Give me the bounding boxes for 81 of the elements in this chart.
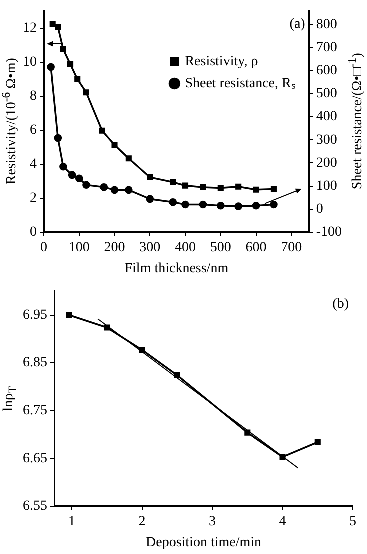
y-tick-label: 12: [23, 21, 37, 36]
point: [82, 181, 90, 190]
x-tick-label: 500: [210, 240, 232, 256]
point: [218, 185, 224, 192]
x-tick-label: 5: [350, 514, 356, 530]
point: [100, 184, 108, 192]
x-tick-label: 300: [140, 240, 161, 256]
x-tick-label: 100: [68, 240, 90, 256]
point: [169, 198, 178, 206]
x-tick-label: 4: [279, 514, 286, 530]
y2-tick-label: 400: [316, 110, 338, 125]
point: [55, 24, 62, 30]
y2-tick-label: 800: [316, 17, 338, 32]
point: [199, 200, 208, 209]
point: [60, 46, 66, 52]
x-tick-label: 2: [138, 514, 146, 530]
y-tick-label: 4: [30, 157, 37, 172]
y-tick-label: 6.65: [23, 451, 48, 466]
point: [99, 128, 106, 134]
x-tick-label: 700: [281, 240, 302, 256]
point: [280, 454, 286, 460]
point: [110, 186, 119, 194]
point: [47, 63, 55, 72]
point: [139, 347, 146, 354]
point: [236, 184, 242, 190]
x-tick-label: 200: [104, 240, 126, 256]
y2-tick-label: 500: [316, 86, 338, 102]
point: [314, 439, 321, 446]
point: [252, 202, 260, 210]
point: [146, 195, 154, 204]
point: [60, 162, 68, 171]
y-tick-label: 6.55: [23, 499, 48, 514]
y2-tick-label: 100: [316, 178, 338, 194]
point: [216, 202, 225, 210]
point: [174, 372, 180, 379]
y-tick-label: 6.85: [23, 356, 48, 371]
y2-tick-label: 0: [316, 202, 324, 218]
point: [234, 202, 242, 210]
x-tick-label: 1: [68, 514, 76, 530]
y-tick-label: 2: [30, 191, 37, 206]
annotation: (b): [332, 297, 350, 312]
point: [83, 90, 90, 96]
x-axis-title: Film thickness/nm: [124, 261, 229, 276]
y-tick-label: 0: [30, 225, 37, 240]
x-tick-label: 3: [209, 514, 216, 530]
point: [182, 200, 190, 209]
y-tick-label: 6: [30, 123, 37, 138]
legend-label: Sheet resistance, Rₛ: [185, 76, 296, 92]
point: [75, 174, 84, 183]
y2-tick-label: 300: [316, 132, 338, 148]
y2-tick-label: -100: [316, 225, 342, 240]
point: [50, 21, 56, 28]
point: [253, 186, 260, 193]
point: [126, 156, 132, 162]
point: [104, 324, 110, 331]
point: [244, 430, 251, 436]
point: [200, 184, 206, 191]
y-tick-label: 6.75: [23, 404, 48, 419]
point: [66, 312, 72, 318]
y-tick-label: 10: [23, 55, 37, 70]
y2-tick-label: 600: [316, 64, 338, 79]
point: [54, 134, 62, 142]
y2-tick-label: 200: [316, 156, 338, 171]
point: [74, 76, 81, 82]
x-tick-label: 600: [246, 240, 267, 256]
y2-tick-label: 700: [316, 40, 338, 56]
legend-label: Resistivity, ρ: [185, 54, 258, 70]
x-tick-label: 400: [175, 240, 196, 256]
point: [182, 182, 189, 189]
x-axis-title: Deposition time/min: [146, 535, 262, 550]
point: [68, 171, 76, 180]
point: [270, 186, 277, 192]
point: [112, 142, 118, 148]
annotation: (a): [290, 17, 306, 32]
point: [170, 179, 176, 186]
point: [125, 186, 133, 194]
point: [270, 200, 278, 209]
y-tick-label: 6.95: [23, 308, 48, 323]
point: [147, 174, 154, 181]
y-tick-label: 8: [30, 89, 37, 104]
point: [68, 61, 74, 68]
